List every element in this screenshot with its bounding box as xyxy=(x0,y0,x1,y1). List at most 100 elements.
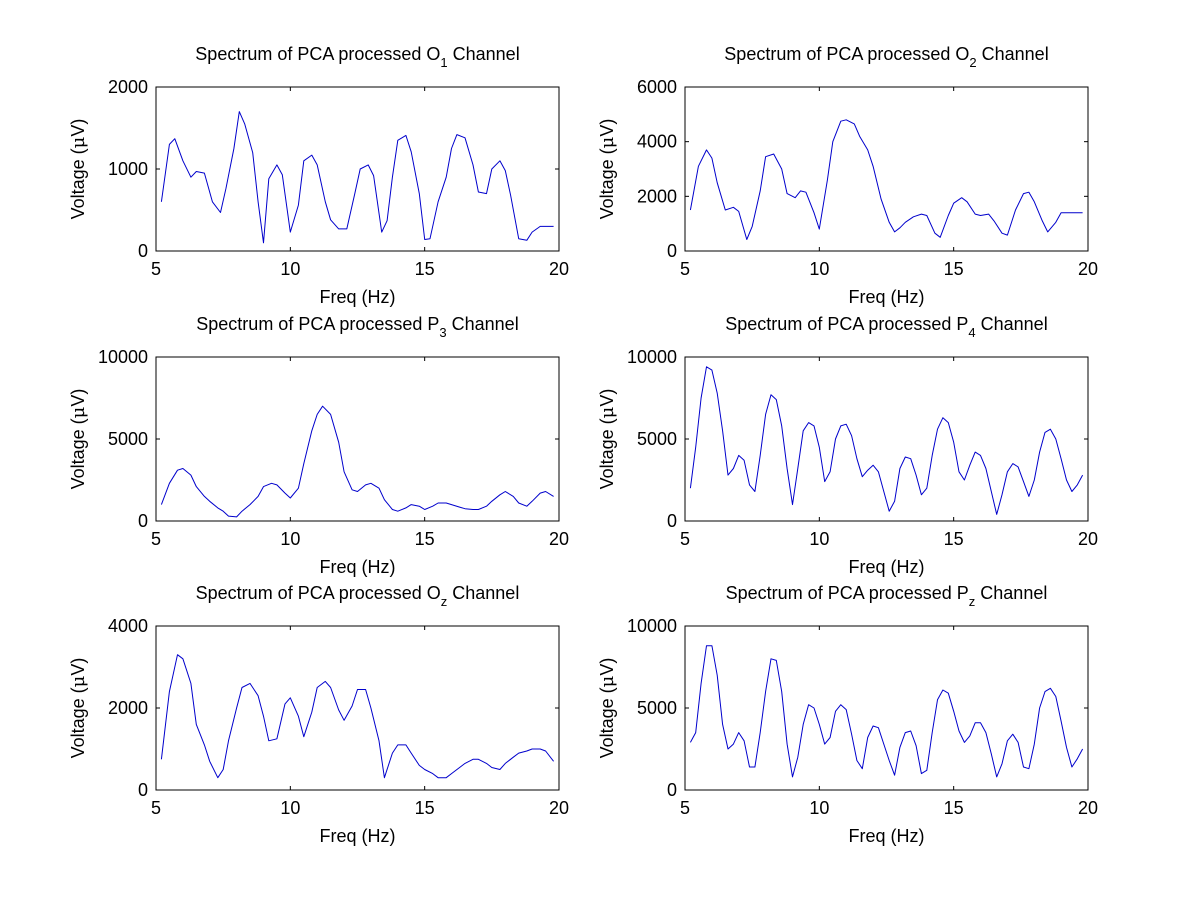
chart-panel-3: 5 10 15 20 0 5000 10000 Spectrum of PCA process… xyxy=(68,314,569,577)
chart-title-prefix: Spectrum of PCA processed O xyxy=(195,44,440,64)
chart-title-suffix: Channel xyxy=(975,583,1047,603)
y-axis-label: Voltage (μV) xyxy=(68,389,89,490)
chart-title: Spectrum of PCA processed Pz Channel xyxy=(726,583,1048,609)
chart-panel-4: 5 10 15 20 0 5000 10000 Spectrum of PCA process… xyxy=(597,314,1098,577)
x-tick-label: 20 xyxy=(549,259,569,279)
x-axis-label: Freq (Hz) xyxy=(849,826,925,846)
x-tick-label: 20 xyxy=(1078,259,1098,279)
x-tick-label: 15 xyxy=(415,798,435,818)
y-tick-label: 5000 xyxy=(637,429,677,449)
y-axis-label-prefix: Voltage ( xyxy=(597,418,617,489)
chart-title-prefix: Spectrum of PCA processed O xyxy=(196,583,441,603)
x-tick-label: 10 xyxy=(809,259,829,279)
x-tick-label: 5 xyxy=(680,798,690,818)
series-line xyxy=(689,119,1083,240)
y-tick-label: 5000 xyxy=(637,698,677,718)
x-tick-label: 10 xyxy=(809,529,829,549)
x-tick-label: 15 xyxy=(415,259,435,279)
chart-title-suffix: Channel xyxy=(447,314,519,334)
series-line xyxy=(689,366,1084,515)
chart-title-subscript: 1 xyxy=(440,55,447,70)
plot-frame xyxy=(684,86,1089,252)
chart-title: Spectrum of PCA processed O1 Channel xyxy=(195,44,519,70)
y-tick-label: 0 xyxy=(138,780,148,800)
y-tick-label: 2000 xyxy=(108,77,148,97)
x-tick-label: 10 xyxy=(809,798,829,818)
y-axis-label-greek: μ xyxy=(68,675,89,687)
y-tick-label: 0 xyxy=(667,241,677,261)
y-axis-label-greek: μ xyxy=(597,406,618,418)
chart-title-prefix: Spectrum of PCA processed P xyxy=(726,583,969,603)
y-axis-label: Voltage (μV) xyxy=(68,119,89,220)
y-tick-label: 5000 xyxy=(108,429,148,449)
y-tick-label: 4000 xyxy=(108,616,148,636)
y-axis-label-prefix: Voltage ( xyxy=(597,687,617,758)
y-axis-label-suffix: V) xyxy=(597,658,617,676)
y-tick-label: 10000 xyxy=(627,616,677,636)
x-tick-label: 15 xyxy=(944,798,964,818)
y-axis-label-suffix: V) xyxy=(597,119,617,137)
chart-panel-1: 5 10 15 20 0 1000 2000 Spectrum of PCA processe… xyxy=(68,44,569,307)
x-tick-label: 20 xyxy=(549,798,569,818)
y-tick-label: 10000 xyxy=(98,347,148,367)
y-tick-label: 4000 xyxy=(637,132,677,152)
y-axis-label-greek: μ xyxy=(597,675,618,687)
x-tick-label: 15 xyxy=(944,529,964,549)
x-axis-label: Freq (Hz) xyxy=(320,826,396,846)
y-tick-label: 0 xyxy=(138,511,148,531)
x-tick-label: 20 xyxy=(1078,798,1098,818)
y-axis-label-greek: μ xyxy=(68,406,89,418)
chart-title: Spectrum of PCA processed O2 Channel xyxy=(724,44,1048,70)
chart-title-suffix: Channel xyxy=(448,44,520,64)
chart-panel-5: 5 10 15 20 0 2000 4000 Spectrum of PCA processe… xyxy=(68,583,569,846)
y-tick-label: 2000 xyxy=(637,186,677,206)
chart-title-subscript: 2 xyxy=(969,55,976,70)
y-tick-label: 10000 xyxy=(627,347,677,367)
x-tick-label: 5 xyxy=(680,259,690,279)
x-tick-label: 10 xyxy=(280,798,300,818)
chart-title-prefix: Spectrum of PCA processed O xyxy=(724,44,969,64)
chart-title-prefix: Spectrum of PCA processed P xyxy=(725,314,968,334)
chart-title-suffix: Channel xyxy=(447,583,519,603)
chart-title-suffix: Channel xyxy=(976,314,1048,334)
y-axis-label: Voltage (μV) xyxy=(68,658,89,759)
x-axis-label: Freq (Hz) xyxy=(849,557,925,577)
chart-title-prefix: Spectrum of PCA processed P xyxy=(196,314,439,334)
y-axis-label-greek: μ xyxy=(68,136,89,148)
chart-panel-6: 5 10 15 20 0 5000 10000 Spectrum of PCA process… xyxy=(597,583,1098,846)
y-axis-label: Voltage (μV) xyxy=(597,119,618,220)
x-axis-label: Freq (Hz) xyxy=(849,287,925,307)
chart-title: Spectrum of PCA processed P3 Channel xyxy=(196,314,518,340)
y-tick-label: 1000 xyxy=(108,159,148,179)
series-line xyxy=(160,654,554,779)
y-axis-label-suffix: V) xyxy=(68,119,88,137)
chart-panel-2: 5 10 15 20 0 2000 4000 6000 Spectrum of PCA proc… xyxy=(597,44,1098,307)
x-axis-label: Freq (Hz) xyxy=(320,557,396,577)
y-tick-label: 0 xyxy=(667,511,677,531)
chart-title-subscript: 3 xyxy=(439,325,446,340)
y-axis-label: Voltage (μV) xyxy=(597,658,618,759)
y-tick-label: 0 xyxy=(667,780,677,800)
y-axis-label-prefix: Voltage ( xyxy=(68,148,88,219)
y-tick-label: 0 xyxy=(138,241,148,261)
series-line xyxy=(160,405,554,518)
y-axis-label: Voltage (μV) xyxy=(597,389,618,490)
x-tick-label: 5 xyxy=(151,259,161,279)
x-tick-label: 20 xyxy=(1078,529,1098,549)
x-axis-label: Freq (Hz) xyxy=(320,287,396,307)
y-tick-label: 6000 xyxy=(637,77,677,97)
chart-title-subscript: z xyxy=(969,594,976,609)
series-line xyxy=(160,111,554,244)
y-axis-label-suffix: V) xyxy=(68,389,88,407)
chart-title-suffix: Channel xyxy=(977,44,1049,64)
x-tick-label: 10 xyxy=(280,529,300,549)
y-axis-label-suffix: V) xyxy=(68,658,88,676)
x-tick-label: 5 xyxy=(680,529,690,549)
y-axis-label-prefix: Voltage ( xyxy=(597,148,617,219)
y-axis-label-greek: μ xyxy=(597,136,618,148)
chart-title-subscript: z xyxy=(441,594,448,609)
y-axis-label-suffix: V) xyxy=(597,389,617,407)
x-tick-label: 15 xyxy=(415,529,435,549)
